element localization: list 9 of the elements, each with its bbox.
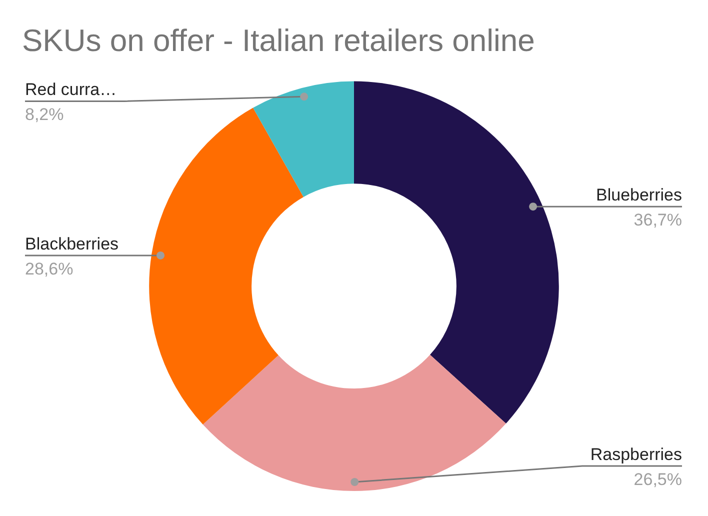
slice-label: Raspberries — [590, 445, 682, 464]
chart-title: SKUs on offer - Italian retailers online — [22, 23, 535, 58]
data-label: 28,6% — [25, 259, 74, 278]
data-label: 36,7% — [634, 210, 682, 230]
slice-label: Blackberries — [25, 234, 119, 254]
data-label: 8,2% — [25, 105, 64, 124]
slice-label: Red curra… — [25, 80, 117, 100]
data-label: 26,5% — [634, 470, 682, 489]
slice-label: Blueberries — [596, 186, 682, 205]
